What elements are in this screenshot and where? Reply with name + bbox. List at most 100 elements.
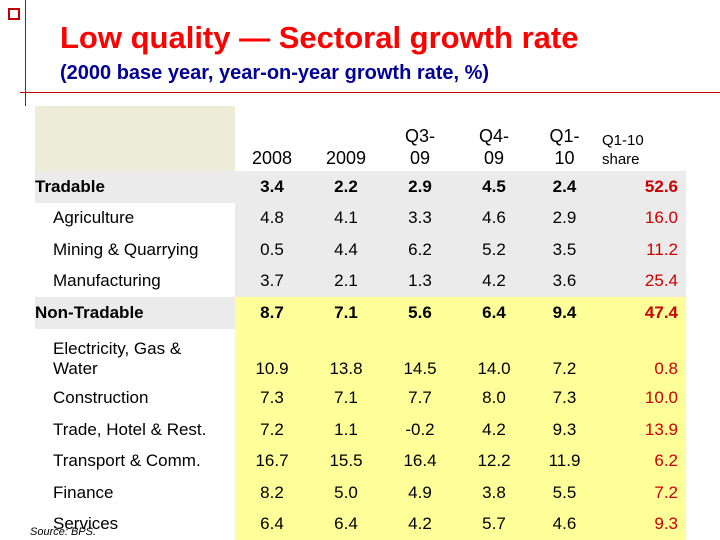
header-cell-q4-09: Q4- 09 (457, 106, 531, 171)
value-cell: 5.7 (457, 508, 531, 540)
value-cell: 3.5 (531, 234, 598, 266)
table-row: Electricity, Gas & Water 10.9 13.8 14.5 14.0… (35, 328, 686, 383)
value-cell: 4.1 (309, 202, 383, 234)
value-cell: 4.2 (457, 265, 531, 297)
accent-horizontal-line (20, 92, 720, 93)
row-label: Electricity, Gas & Water (35, 328, 235, 383)
share-cell: 10.0 (598, 382, 686, 414)
value-cell: 16.4 (383, 445, 457, 477)
row-label: Trade, Hotel & Rest. (35, 414, 235, 446)
value-cell: 5.5 (531, 477, 598, 509)
row-label: Tradable (35, 171, 235, 203)
value-cell: 6.4 (309, 508, 383, 540)
value-cell: 4.2 (457, 414, 531, 446)
value-cell: 4.2 (383, 508, 457, 540)
value-cell: 6.4 (457, 297, 531, 329)
share-cell: 0.8 (598, 328, 686, 383)
share-cell: 9.3 (598, 508, 686, 540)
value-cell: 3.4 (235, 171, 309, 203)
header-cell-2009: 2009 (309, 106, 383, 171)
value-cell: 1.3 (383, 265, 457, 297)
table-row: Construction 7.3 7.1 7.7 8.0 7.3 10.0 (35, 382, 686, 414)
value-cell: 6.4 (235, 508, 309, 540)
value-cell: 12.2 (457, 445, 531, 477)
value-cell: 9.3 (531, 414, 598, 446)
table-row: Non-Tradable 8.7 7.1 5.6 6.4 9.4 47.4 (35, 297, 686, 329)
value-cell: 9.4 (531, 297, 598, 329)
header-cell-share: Q1-10 share (598, 106, 686, 171)
share-cell: 11.2 (598, 234, 686, 266)
value-cell: 4.4 (309, 234, 383, 266)
value-cell: 4.6 (457, 202, 531, 234)
accent-vertical-line (25, 0, 26, 106)
table-row: Manufacturing 3.7 2.1 1.3 4.2 3.6 25.4 (35, 265, 686, 297)
value-cell: 6.2 (383, 234, 457, 266)
value-cell: 16.7 (235, 445, 309, 477)
value-cell: 4.8 (235, 202, 309, 234)
value-cell: 3.8 (457, 477, 531, 509)
share-cell: 52.6 (598, 171, 686, 203)
slide-title: Low quality — Sectoral growth rate (60, 20, 579, 55)
growth-table: 2008 2009 Q3- 09 Q4- 09 Q1- 10 Q1-10 sha… (35, 106, 686, 540)
row-label: Finance (35, 477, 235, 509)
value-cell: -0.2 (383, 414, 457, 446)
value-cell: 15.5 (309, 445, 383, 477)
value-cell: 2.9 (531, 202, 598, 234)
row-label: Services (35, 508, 235, 540)
source-note: Source: BPS. (30, 526, 97, 538)
value-cell: 14.0 (457, 328, 531, 383)
row-label: Construction (35, 382, 235, 414)
table-row: Transport & Comm. 16.7 15.5 16.4 12.2 11.9 6.2 (35, 445, 686, 477)
value-cell: 7.2 (235, 414, 309, 446)
value-cell: 14.5 (383, 328, 457, 383)
value-cell: 8.0 (457, 382, 531, 414)
value-cell: 4.5 (457, 171, 531, 203)
row-label: Agriculture (35, 202, 235, 234)
value-cell: 0.5 (235, 234, 309, 266)
value-cell: 2.9 (383, 171, 457, 203)
share-cell: 6.2 (598, 445, 686, 477)
row-label: Manufacturing (35, 265, 235, 297)
share-cell: 16.0 (598, 202, 686, 234)
table-body: Tradable 3.4 2.2 2.9 4.5 2.4 52.6 Agriculture 4.… (35, 171, 686, 540)
value-cell: 13.8 (309, 328, 383, 383)
header-cell-q1-10: Q1- 10 (531, 106, 598, 171)
value-cell: 8.2 (235, 477, 309, 509)
table-row: Agriculture 4.8 4.1 3.3 4.6 2.9 16.0 (35, 202, 686, 234)
table-header-row: 2008 2009 Q3- 09 Q4- 09 Q1- 10 Q1-10 sha… (35, 106, 686, 171)
value-cell: 4.6 (531, 508, 598, 540)
slide-subtitle: (2000 base year, year-on-year growth rat… (60, 62, 490, 84)
share-cell: 7.2 (598, 477, 686, 509)
value-cell: 3.3 (383, 202, 457, 234)
value-cell: 5.6 (383, 297, 457, 329)
growth-table-container: 2008 2009 Q3- 09 Q4- 09 Q1- 10 Q1-10 sha… (35, 106, 686, 540)
row-label: Mining & Quarrying (35, 234, 235, 266)
value-cell: 4.9 (383, 477, 457, 509)
value-cell: 7.1 (309, 382, 383, 414)
share-cell: 25.4 (598, 265, 686, 297)
value-cell: 1.1 (309, 414, 383, 446)
row-label: Non-Tradable (35, 297, 235, 329)
value-cell: 11.9 (531, 445, 598, 477)
header-cell-2008: 2008 (235, 106, 309, 171)
value-cell: 2.2 (309, 171, 383, 203)
row-label: Transport & Comm. (35, 445, 235, 477)
table-row: Services 6.4 6.4 4.2 5.7 4.6 9.3 (35, 508, 686, 540)
table-row: Finance 8.2 5.0 4.9 3.8 5.5 7.2 (35, 477, 686, 509)
square-bullet-icon (8, 8, 20, 20)
share-cell: 47.4 (598, 297, 686, 329)
value-cell: 5.0 (309, 477, 383, 509)
value-cell: 7.3 (531, 382, 598, 414)
header-cell-blank (35, 106, 235, 171)
value-cell: 3.6 (531, 265, 598, 297)
value-cell: 2.4 (531, 171, 598, 203)
value-cell: 5.2 (457, 234, 531, 266)
value-cell: 3.7 (235, 265, 309, 297)
table-row: Mining & Quarrying 0.5 4.4 6.2 5.2 3.5 11.2 (35, 234, 686, 266)
header-cell-q3-09: Q3- 09 (383, 106, 457, 171)
value-cell: 7.3 (235, 382, 309, 414)
value-cell: 8.7 (235, 297, 309, 329)
value-cell: 7.2 (531, 328, 598, 383)
table-row: Trade, Hotel & Rest. 7.2 1.1 -0.2 4.2 9.3 13.9 (35, 414, 686, 446)
table-row: Tradable 3.4 2.2 2.9 4.5 2.4 52.6 (35, 171, 686, 203)
